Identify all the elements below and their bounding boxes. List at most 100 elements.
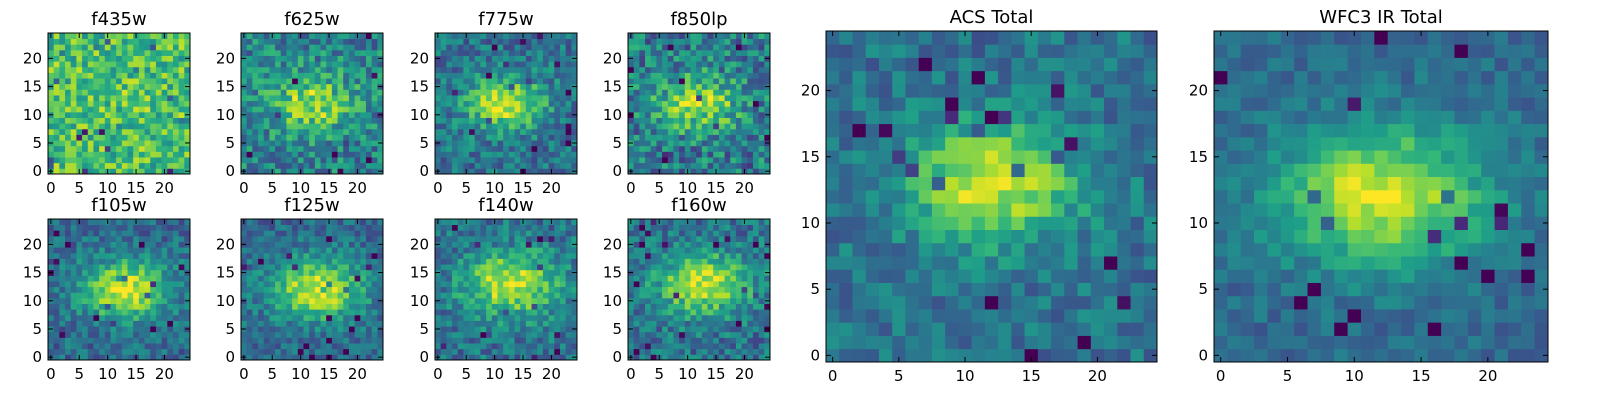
heatmap-cell (503, 66, 510, 73)
heatmap-cell (752, 66, 760, 73)
heatmap-cell (667, 72, 674, 79)
heatmap-cell (121, 168, 128, 175)
heatmap-cell (53, 117, 60, 124)
heatmap-cell (701, 303, 708, 310)
heatmap-cell (184, 292, 191, 299)
heatmap-cell (133, 78, 140, 85)
heatmap-cell (525, 66, 532, 73)
heatmap-cell (707, 354, 714, 361)
heatmap-cell (377, 219, 384, 226)
heatmap-cell (326, 83, 333, 90)
heatmap-cell (82, 157, 89, 164)
heatmap-cell (565, 281, 572, 288)
heatmap-cell (452, 230, 459, 237)
heatmap-cell (167, 337, 174, 344)
heatmap-cell (275, 275, 282, 282)
heatmap-cell (679, 44, 686, 51)
heatmap-cell (263, 348, 270, 355)
heatmap-cell (314, 151, 321, 158)
heatmap-cell (59, 264, 66, 271)
heatmap-cell (337, 247, 344, 254)
heatmap-cell (628, 145, 635, 152)
heatmap-cell (639, 128, 646, 135)
heatmap-cell (309, 78, 316, 85)
heatmap-cell (491, 337, 498, 344)
heatmap-cell (752, 123, 760, 130)
heatmap-cell (371, 219, 378, 226)
heatmap-cell (497, 297, 504, 304)
heatmap-cell (326, 49, 333, 56)
heatmap-cell (713, 314, 720, 321)
y-tick-label: 5 (225, 320, 235, 338)
heatmap-cell (121, 89, 128, 96)
heatmap-cell (303, 100, 310, 107)
heatmap-cell (679, 123, 686, 130)
heatmap-cell (252, 33, 259, 40)
heatmap-cell (365, 140, 373, 147)
heatmap-cell (337, 326, 344, 333)
heatmap-cell (452, 269, 459, 276)
heatmap-cell (486, 38, 493, 45)
heatmap-cell (645, 275, 652, 282)
heatmap-cell (241, 247, 248, 254)
heatmap-cell (337, 275, 344, 282)
heatmap-cell (314, 128, 321, 135)
heatmap-cell (87, 66, 94, 73)
heatmap-cell (525, 281, 532, 288)
heatmap-cell (542, 72, 549, 79)
heatmap-cell (144, 348, 151, 355)
heatmap-cell (718, 49, 725, 56)
heatmap-cell (457, 264, 464, 271)
heatmap-cell (76, 151, 83, 158)
heatmap-cell (337, 140, 344, 147)
heatmap-cell (59, 66, 66, 73)
heatmap-cell (65, 235, 72, 242)
heatmap-cell (246, 157, 253, 164)
heatmap-cell (150, 38, 157, 45)
heatmap-cell (662, 123, 669, 130)
heatmap-cell (684, 55, 691, 62)
heatmap-cell (269, 106, 276, 113)
heatmap-cell (446, 320, 453, 327)
heatmap-cell (377, 331, 384, 338)
heatmap-cell (167, 224, 174, 231)
heatmap-cell (87, 157, 94, 164)
heatmap-cell (542, 33, 549, 40)
heatmap-cell (673, 134, 680, 141)
heatmap-cell (650, 354, 657, 361)
heatmap-cell (446, 95, 453, 102)
heatmap-cell (48, 292, 55, 299)
heatmap-cell (99, 162, 106, 169)
heatmap-cell (360, 145, 367, 152)
heatmap-cell (138, 117, 145, 124)
heatmap-cell (491, 343, 498, 350)
heatmap-cell (343, 78, 350, 85)
heatmap-cell (542, 66, 549, 73)
heatmap-cell (452, 123, 459, 130)
heatmap-cell (320, 106, 327, 113)
heatmap-cell (542, 162, 549, 169)
heatmap-cell (673, 348, 680, 355)
heatmap-cell (275, 219, 282, 226)
heatmap-cell (571, 61, 578, 68)
heatmap-cell (377, 320, 384, 327)
heatmap-cell (82, 128, 89, 135)
heatmap-cell (104, 286, 111, 293)
heatmap-cell (144, 286, 151, 293)
heatmap-cell (628, 343, 635, 350)
heatmap-cell (440, 354, 447, 361)
heatmap-cell (446, 89, 453, 96)
heatmap-cell (679, 33, 686, 40)
heatmap-cell (297, 292, 304, 299)
heatmap-cell (348, 55, 355, 62)
heatmap-cell (116, 348, 123, 355)
heatmap-cell (452, 33, 459, 40)
heatmap-cell (314, 303, 321, 310)
heatmap-cell (144, 224, 151, 231)
heatmap-cell (280, 297, 287, 304)
heatmap-cell (241, 49, 248, 56)
heatmap-cell (121, 247, 128, 254)
heatmap-cell (469, 343, 476, 350)
heatmap-cell (525, 100, 532, 107)
heatmap-cell (314, 168, 321, 175)
